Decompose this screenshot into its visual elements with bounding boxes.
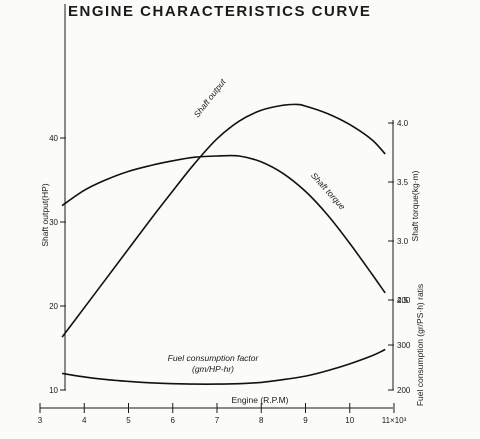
x-tick-label: 5	[126, 416, 131, 425]
shaft-torque-tick-label: 3.5	[397, 178, 409, 187]
x-axis-end-label: 11×10³	[382, 416, 407, 425]
x-tick-label: 4	[82, 416, 87, 425]
x-tick-label: 7	[215, 416, 220, 425]
fuel-consumption-tick-label: 400	[397, 296, 411, 305]
shaft-output-tick-label: 30	[49, 218, 58, 227]
shaft-torque-curve	[61, 154, 386, 294]
fuel-consumption-unit-label: (gm/HP-hr)	[192, 364, 234, 374]
fuel-consumption-ticks: 200 300 400	[388, 296, 411, 395]
fuel-consumption-axis-label: Fuel consumption (gr/PS·h) ratis	[415, 284, 425, 406]
fuel-consumption-curve	[61, 348, 386, 385]
fuel-consumption-tick-label: 200	[397, 386, 411, 395]
shaft-torque-curve-label: Shaft torque	[309, 170, 348, 211]
shaft-torque-tick-label: 2.5	[397, 296, 409, 305]
shaft-torque-tick-label: 4.0	[397, 119, 409, 128]
shaft-torque-tick-label: 3.0	[397, 237, 409, 246]
shaft-output-curve-label: Shaft output	[192, 77, 228, 120]
chart-title: ENGINE CHARACTERISTICS CURVE	[68, 3, 371, 20]
shaft-output-ticks: 10 20 30 40	[49, 134, 66, 395]
fuel-consumption-tick-label: 300	[397, 341, 411, 350]
shaft-output-tick-label: 10	[49, 386, 58, 395]
x-axis-label: Engine (R.P.M)	[231, 395, 288, 405]
x-tick-label: 6	[171, 416, 176, 425]
fuel-consumption-curve-label: Fuel consumption factor	[168, 353, 260, 363]
x-tick-label: 9	[303, 416, 308, 425]
shaft-output-axis-label: Shaft output(HP)	[40, 183, 50, 246]
x-tick-label: 8	[259, 416, 264, 425]
shaft-output-tick-label: 20	[49, 302, 58, 311]
shaft-output-curve	[61, 103, 386, 338]
shaft-torque-axis-label: Shaft torque(kg·m)	[410, 170, 420, 241]
x-tick-label: 10	[345, 416, 354, 425]
x-tick-label: 3	[38, 416, 43, 425]
x-axis-ticks: 3 4 5 6 7 8 9 10 11×10³	[38, 403, 407, 425]
shaft-torque-ticks: 2.5 3.0 3.5 4.0	[388, 119, 409, 305]
shaft-output-tick-label: 40	[49, 134, 58, 143]
